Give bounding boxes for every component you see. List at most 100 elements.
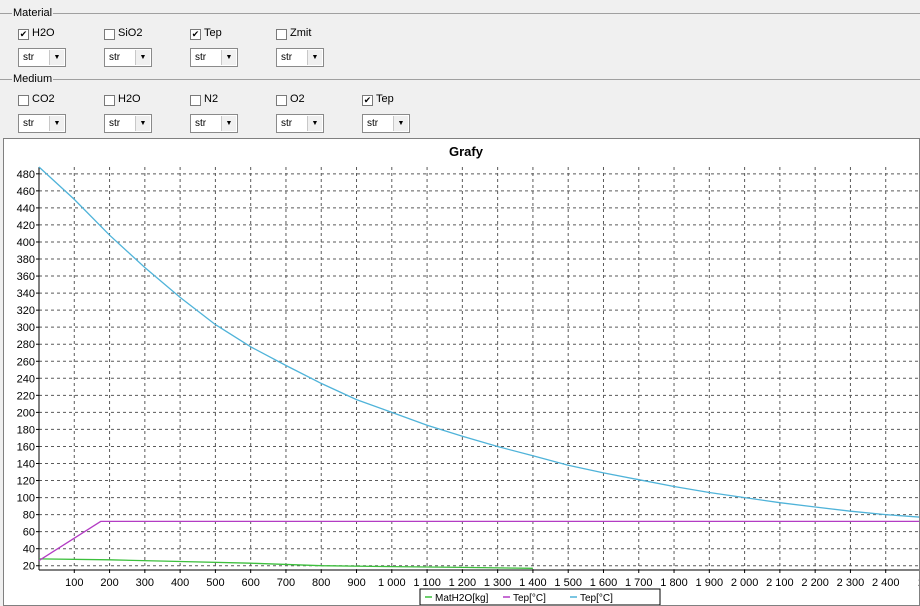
medium-legend: Medium [12,73,54,85]
medium-o2-select[interactable]: str ▼ [276,114,324,133]
y-tick-label: 340 [17,288,35,300]
x-tick-label: 1 200 [449,577,477,589]
medium-o2-checkbox[interactable] [276,95,287,106]
x-tick-label: 600 [242,577,260,589]
plot-area [39,167,919,570]
medium-n2-checkbox[interactable] [190,95,201,106]
y-tick-label: 220 [17,390,35,402]
medium-n2-select-value: str [195,118,207,129]
y-tick-label: 360 [17,271,35,283]
material-group: Material ✔ H2O SiO2 ✔ Tep Zmit str ▼ str… [0,7,920,69]
y-tick-label: 200 [17,407,35,419]
x-tick-label: 900 [347,577,365,589]
material-h2o-select[interactable]: str ▼ [18,48,66,67]
material-zmit-select-value: str [281,52,293,63]
material-zmit-select[interactable]: str ▼ [276,48,324,67]
x-tick-label: 2 200 [801,577,829,589]
y-tick-label: 40 [23,544,35,556]
y-tick-label: 420 [17,220,35,232]
grid [39,167,919,570]
axes: 20 40 60 80 100 120 140 160 180 200 220 240 260 280 30… [17,167,919,589]
medium-h2o-checkbox[interactable] [104,95,115,106]
chevron-down-icon[interactable]: ▼ [135,116,150,131]
chevron-down-icon[interactable]: ▼ [307,50,322,65]
material-sio2-select[interactable]: str ▼ [104,48,152,67]
medium-o2-label: O2 [290,93,305,105]
material-zmit-checkbox[interactable] [276,29,287,40]
chart-panel: Grafy 20 40 60 80 100 120 140 160 180 200 220 240 26… [3,138,920,606]
y-tick-label: 20 [23,561,35,573]
medium-tep-select-value: str [367,118,379,129]
chevron-down-icon[interactable]: ▼ [307,116,322,131]
x-tick-label: 300 [136,577,154,589]
medium-h2o-select[interactable]: str ▼ [104,114,152,133]
x-tick-label: 200 [100,577,118,589]
material-sio2-select-value: str [109,52,121,63]
chevron-down-icon[interactable]: ▼ [49,116,64,131]
medium-group: Medium CO2 H2O N2 O2 ✔ Tep str ▼ str ▼ s… [0,73,920,135]
series-line-2 [38,520,919,562]
x-tick-label: 1 800 [660,577,688,589]
x-tick-label: 1 400 [519,577,547,589]
chevron-down-icon[interactable]: ▼ [135,50,150,65]
material-h2o-checkbox[interactable]: ✔ [18,29,29,40]
medium-co2-select[interactable]: str ▼ [18,114,66,133]
y-tick-label: 400 [17,237,35,249]
material-h2o-label: H2O [32,27,55,39]
y-tick-label: 440 [17,203,35,215]
material-sio2-label: SiO2 [118,27,143,39]
y-tick-label: 140 [17,458,35,470]
material-tep-label: Tep [204,27,222,39]
x-tick-label: 2 100 [766,577,794,589]
x-tick-label: 700 [277,577,295,589]
legend: MatH2O[kg] Tep[°C] Tep[°C] [419,588,661,605]
medium-tep-checkbox[interactable]: ✔ [362,95,373,106]
material-sio2-checkbox[interactable] [104,29,115,40]
material-zmit-label: Zmit [290,27,312,39]
medium-co2-select-value: str [23,118,35,129]
y-tick-label: 120 [17,476,35,488]
medium-o2-select-value: str [281,118,293,129]
material-tep-select[interactable]: str ▼ [190,48,238,67]
chevron-down-icon[interactable]: ▼ [49,50,64,65]
x-tick-label: 100 [65,577,83,589]
y-tick-label: 320 [17,305,35,317]
chevron-down-icon[interactable]: ▼ [221,116,236,131]
x-tick-label: 1 000 [378,577,406,589]
series-line-3 [38,166,919,518]
medium-tep-select[interactable]: str ▼ [362,114,410,133]
x-tick-label: 2 400 [872,577,900,589]
x-tick-label: 1 300 [484,577,512,589]
medium-n2-label: N2 [204,93,219,105]
x-tick-label: 2 [918,577,919,589]
material-tep-select-value: str [195,52,207,63]
medium-h2o-select-value: str [109,118,121,129]
x-tick-label: 1 500 [554,577,582,589]
material-tep-checkbox[interactable]: ✔ [190,29,201,40]
medium-tep-label: Tep [376,93,394,105]
medium-co2-checkbox[interactable] [18,95,29,106]
y-tick-label: 380 [17,254,35,266]
y-tick-label: 280 [17,339,35,351]
y-tick-label: 80 [23,510,35,522]
x-tick-label: 500 [206,577,224,589]
legend-box [419,588,661,605]
y-tick-label: 60 [23,527,35,539]
chevron-down-icon[interactable]: ▼ [393,116,408,131]
line-chart: Grafy 2040608010012014016018020022024026… [17,144,919,605]
legend-label: MatH2O[kg] [435,593,489,604]
y-tick-label: 240 [17,373,35,385]
x-tick-label: 1 700 [625,577,653,589]
y-tick-label: 100 [17,493,35,505]
medium-n2-select[interactable]: str ▼ [190,114,238,133]
chart-title: Grafy [449,144,484,159]
y-tick-label: 300 [17,322,35,334]
legend-label: Tep[°C] [580,593,613,604]
y-tick-label: 260 [17,356,35,368]
y-tick-label: 460 [17,186,35,198]
series-line-1 [38,558,533,569]
x-tick-label: 1 600 [590,577,618,589]
y-tick-label: 160 [17,441,35,453]
x-tick-label: 800 [312,577,330,589]
chevron-down-icon[interactable]: ▼ [221,50,236,65]
